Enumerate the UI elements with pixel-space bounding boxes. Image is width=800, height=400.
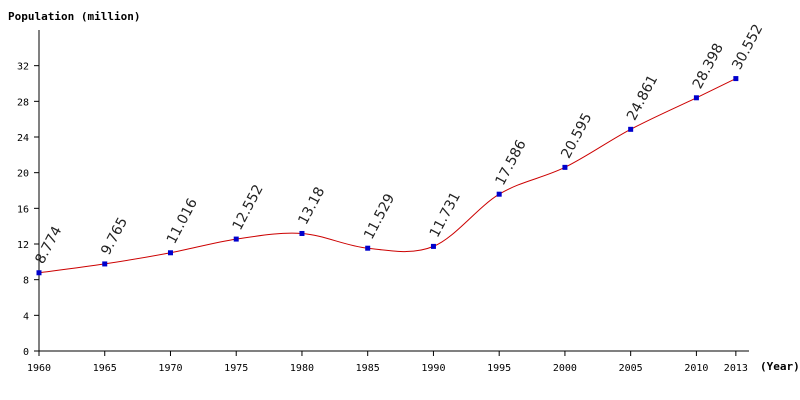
y-tick-label: 8 [23, 276, 29, 287]
y-tick-label: 12 [17, 240, 29, 251]
value-label: 9.765 [98, 215, 131, 258]
value-label: 11.529 [361, 191, 398, 242]
x-tick-label: 1995 [487, 363, 511, 374]
y-axis-title: Population (million) [8, 10, 140, 23]
y-tick-label: 4 [23, 311, 29, 322]
y-tick-label: 24 [17, 133, 29, 144]
point [36, 270, 42, 276]
point [628, 126, 634, 132]
x-tick-label: 2000 [553, 363, 577, 374]
x-tick-label: 1975 [224, 363, 248, 374]
point [167, 250, 173, 256]
point [430, 243, 436, 249]
value-label: 17.586 [493, 137, 530, 188]
x-tick-label: 2005 [619, 363, 643, 374]
point [733, 76, 739, 82]
point [496, 191, 502, 197]
value-label: 11.731 [427, 190, 464, 241]
value-label: 12.552 [230, 182, 267, 233]
x-tick-label: 1980 [290, 363, 314, 374]
x-tick-label: 1965 [93, 363, 117, 374]
value-label: 24.861 [624, 72, 661, 123]
point [365, 245, 371, 251]
y-tick-label: 16 [17, 204, 29, 215]
value-label: 30.552 [729, 22, 766, 73]
y-tick-label: 32 [17, 62, 29, 73]
point [233, 236, 239, 242]
x-axis-title: (Year) [760, 360, 800, 373]
y-tick-label: 28 [17, 97, 29, 108]
x-tick-label: 1970 [158, 363, 182, 374]
x-tick-label: 1985 [356, 363, 380, 374]
y-tick-label: 20 [17, 169, 29, 180]
point [562, 164, 568, 170]
x-tick-label: 1990 [421, 363, 445, 374]
x-tick-label: 1960 [27, 363, 51, 374]
value-label: 8.774 [32, 224, 65, 267]
x-tick-label: 2013 [724, 363, 748, 374]
x-tick-label: 2010 [684, 363, 708, 374]
point [299, 230, 305, 236]
point [102, 261, 108, 267]
value-label: 11.016 [164, 196, 201, 247]
value-label: 13.18 [295, 184, 328, 227]
point [693, 95, 699, 101]
y-tick-label: 0 [23, 347, 29, 358]
value-label: 28.398 [690, 41, 727, 92]
